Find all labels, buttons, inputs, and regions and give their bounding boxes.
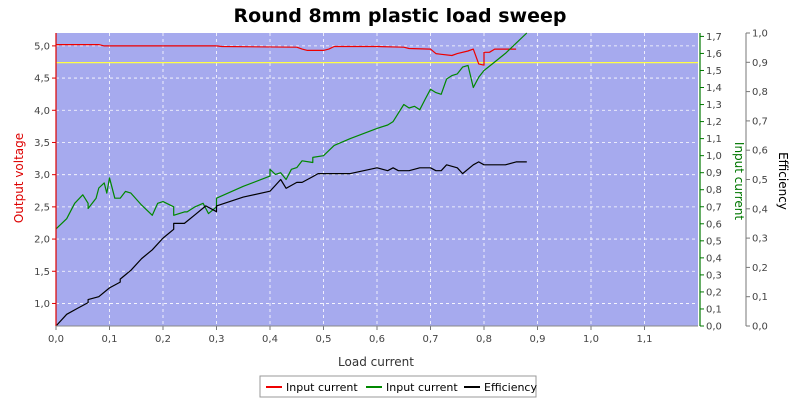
left-tick-label: 5,0 bbox=[34, 41, 50, 52]
right-2-tick-label: 0,8 bbox=[752, 87, 768, 98]
x-tick-label: 1,1 bbox=[637, 334, 653, 345]
right-axis-2-title: Efficiency bbox=[776, 152, 790, 210]
right-1-tick-label: 1,5 bbox=[706, 66, 722, 77]
x-tick-label: 1,0 bbox=[583, 334, 599, 345]
left-tick-label: 3,5 bbox=[34, 138, 50, 149]
legend-box bbox=[259, 375, 537, 398]
right-1-tick-label: 0,0 bbox=[706, 322, 722, 333]
legend-label-input-current-green: Input current bbox=[386, 381, 458, 394]
legend: Input current Input current Efficiency bbox=[259, 375, 537, 398]
right-1-tick-label: 1,0 bbox=[706, 151, 722, 162]
right-1-tick-label: 0,2 bbox=[706, 287, 722, 298]
right-2-tick-label: 0,6 bbox=[752, 146, 768, 157]
right-1-tick-label: 1,4 bbox=[706, 83, 722, 94]
right-1-tick-label: 0,7 bbox=[706, 202, 722, 213]
right-2-tick-label: 0,1 bbox=[752, 292, 768, 303]
right-1-tick-label: 0,1 bbox=[706, 304, 722, 315]
x-tick-label: 0,5 bbox=[316, 334, 332, 345]
x-tick-label: 0,1 bbox=[102, 334, 118, 345]
x-tick-label: 0,4 bbox=[262, 334, 278, 345]
series-group bbox=[55, 32, 528, 327]
left-tick-label: 3,0 bbox=[34, 170, 50, 181]
right-axis-1-title: Input current bbox=[732, 142, 746, 220]
legend-label-efficiency: Efficiency bbox=[484, 381, 537, 394]
right-1-tick-label: 1,1 bbox=[706, 134, 722, 145]
right-2-tick-label: 0,4 bbox=[752, 204, 768, 215]
x-tick-label: 0,0 bbox=[48, 334, 64, 345]
right-1-tick-label: 1,3 bbox=[706, 100, 722, 111]
right-1-tick-label: 0,8 bbox=[706, 185, 722, 196]
left-tick-label: 1,0 bbox=[34, 299, 50, 310]
right-2-tick-label: 0,9 bbox=[752, 58, 768, 69]
right-1-tick-label: 0,6 bbox=[706, 219, 722, 230]
right-1-tick-label: 1,2 bbox=[706, 117, 722, 128]
x-tick-label: 0,8 bbox=[476, 334, 492, 345]
right-1-tick-label: 0,9 bbox=[706, 168, 722, 179]
left-tick-label: 4,0 bbox=[34, 106, 50, 117]
right-2-tick-label: 0,3 bbox=[752, 234, 768, 245]
left-tick-label: 2,0 bbox=[34, 235, 50, 246]
left-tick-label: 1,5 bbox=[34, 267, 50, 278]
x-tick-label: 0,3 bbox=[209, 334, 225, 345]
left-tick-label: 2,5 bbox=[34, 202, 50, 213]
right-2-tick-label: 0,5 bbox=[752, 175, 768, 186]
legend-label-input-current-red: Input current bbox=[286, 381, 358, 394]
grid bbox=[55, 33, 698, 326]
right-1-tick-label: 1,7 bbox=[706, 32, 722, 43]
right-2-tick-label: 0,7 bbox=[752, 116, 768, 127]
right-1-tick-label: 0,4 bbox=[706, 253, 722, 264]
x-tick-label: 0,9 bbox=[530, 334, 546, 345]
left-axis-title: Output voltage bbox=[12, 133, 26, 223]
right-1-tick-label: 0,5 bbox=[706, 236, 722, 247]
x-tick-label: 0,7 bbox=[423, 334, 439, 345]
x-axis-title: Load current bbox=[338, 355, 414, 369]
right-2-tick-label: 1,0 bbox=[752, 29, 768, 40]
series-line-input-current-red bbox=[56, 43, 517, 66]
right-1-tick-label: 1,6 bbox=[706, 49, 722, 60]
x-tick-label: 0,6 bbox=[369, 334, 385, 345]
axes: 0,0 0,1 0,2 0,3 0,4 0,5 0,6 0,7 0,8 0,9 1,0 1,1 1,0 1… bbox=[34, 29, 768, 346]
series-line-input-current-green bbox=[55, 32, 528, 230]
right-1-tick-label: 0,3 bbox=[706, 270, 722, 281]
chart-title: Round 8mm plastic load sweep bbox=[234, 5, 567, 27]
right-2-tick-label: 0,2 bbox=[752, 263, 768, 274]
x-tick-label: 0,2 bbox=[155, 334, 171, 345]
left-tick-label: 4,5 bbox=[34, 74, 50, 85]
right-2-tick-label: 0,0 bbox=[752, 322, 768, 333]
series-line-efficiency bbox=[55, 161, 527, 327]
